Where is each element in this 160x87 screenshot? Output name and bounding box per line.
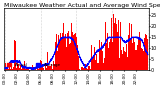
Text: Milwaukee Weather Actual and Average Wind Speed by Minute mph (Last 24 Hours): Milwaukee Weather Actual and Average Win… xyxy=(4,3,160,8)
Legend: Actual, Average: Actual, Average xyxy=(6,63,61,68)
